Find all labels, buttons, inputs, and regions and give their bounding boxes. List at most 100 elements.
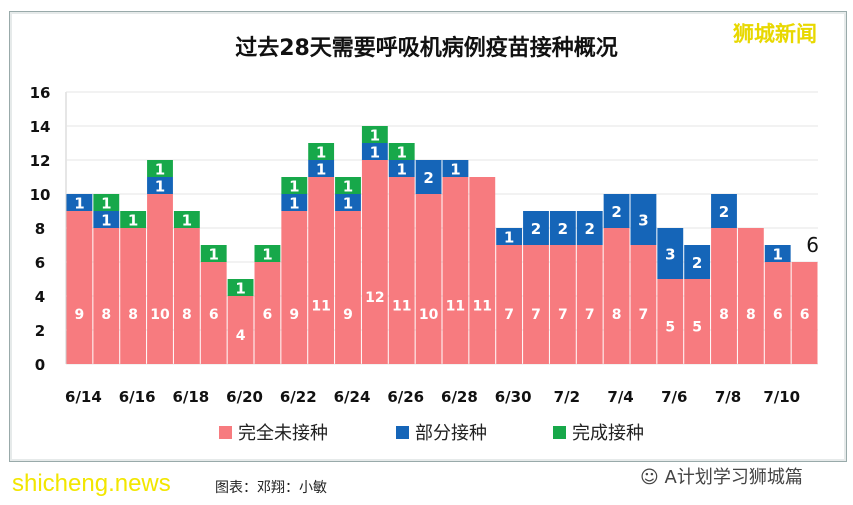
data-label: 12 (365, 290, 384, 306)
data-label: 8 (746, 307, 756, 323)
bar-segment (120, 211, 147, 228)
legend-label: 完全未接种 (238, 423, 328, 444)
bar-segment (173, 228, 200, 364)
legend-unvaccinated: 完全未接种 (219, 419, 328, 445)
bar-segment (684, 279, 711, 364)
x-tick-label: 6/26 (387, 388, 424, 406)
data-label: 8 (182, 307, 192, 323)
data-label: 2 (584, 220, 594, 238)
data-label: 7 (639, 307, 649, 323)
bar-segment (66, 211, 93, 364)
bar-segment (469, 177, 496, 364)
bar-segment (657, 279, 684, 364)
bar-segment (308, 160, 335, 177)
bar-segment (147, 194, 173, 364)
y-tick-label: 14 (30, 118, 51, 136)
data-label: 10 (419, 307, 439, 323)
watermark-wechat-text: A计划学习狮城篇 (664, 467, 803, 488)
data-label: 1 (370, 127, 380, 145)
bar-segment (791, 262, 818, 364)
data-label: 5 (692, 320, 702, 336)
bar-segment (227, 279, 254, 296)
bar-segment (657, 228, 684, 279)
x-tick-label: 6/20 (226, 388, 263, 406)
x-tick-label: 7/10 (763, 388, 800, 406)
bar-segment (254, 245, 281, 262)
bar-segment (684, 245, 711, 279)
watermark-wechat: ☺ A计划学习狮城篇 (640, 467, 803, 488)
data-label: 3 (638, 212, 648, 230)
legend-partial: 部分接种 (396, 419, 487, 445)
x-tick-label: 6/30 (495, 388, 532, 406)
y-tick-label: 16 (30, 84, 51, 102)
bar-segment (576, 211, 603, 245)
bar-segment (388, 143, 415, 160)
x-tick-label: 6/14 (65, 388, 102, 406)
bar-segment (120, 228, 147, 364)
data-label: 8 (612, 307, 622, 323)
watermark-site: shicheng.news (12, 470, 171, 497)
data-label: 1 (155, 161, 165, 179)
bar-segment (442, 177, 469, 364)
legend-swatch (553, 425, 566, 439)
data-label: 1 (370, 144, 380, 162)
bar-segment (281, 177, 308, 194)
y-tick-label: 2 (35, 322, 45, 340)
data-label: 1 (343, 178, 353, 196)
bar-segment (335, 194, 361, 211)
credit: 图表：邓翔：小敏 (215, 480, 327, 496)
bar-segment (308, 143, 335, 160)
data-label: 7 (531, 307, 541, 323)
bar-segment (361, 143, 388, 160)
bar-segment (388, 160, 415, 177)
data-label: 7 (558, 307, 568, 323)
data-label: 6 (800, 307, 810, 323)
data-label: 1 (504, 229, 514, 247)
legend-label: 完成接种 (572, 423, 644, 444)
data-label: 3 (665, 246, 675, 264)
data-label: 1 (101, 212, 111, 230)
y-tick-label: 6 (35, 254, 45, 272)
data-label: 1 (396, 161, 406, 179)
bar-segment (227, 296, 254, 364)
bar-segment (523, 245, 549, 364)
x-tick-label: 7/2 (554, 388, 580, 406)
data-label: 11 (392, 299, 411, 315)
bar-segment (93, 194, 120, 211)
x-tick-label: 7/4 (607, 388, 633, 406)
data-label: 1 (208, 246, 218, 264)
data-label: 1 (343, 195, 353, 213)
bar-segment (415, 194, 442, 364)
bar-segment (66, 194, 93, 211)
legend-label: 部分接种 (415, 423, 487, 444)
data-label: 8 (101, 307, 111, 323)
data-label: 11 (446, 299, 465, 315)
bar-segment (523, 211, 549, 245)
data-label: 1 (450, 161, 460, 179)
data-label: 1 (101, 195, 111, 213)
data-label: 11 (311, 299, 330, 315)
data-label: 1 (74, 195, 84, 213)
data-label: 7 (585, 307, 595, 323)
bar-segment (496, 228, 523, 245)
bar-segment (147, 160, 173, 177)
data-label: 2 (423, 169, 433, 187)
watermark-top: 狮城新闻 (733, 22, 817, 46)
data-label: 6 (263, 307, 273, 323)
data-label: 1 (155, 178, 165, 196)
bar-segment (200, 245, 227, 262)
data-label: 1 (316, 161, 326, 179)
legend-swatch (219, 425, 232, 439)
bar-segment (281, 194, 308, 211)
y-tick-label: 10 (30, 186, 51, 204)
bar-segment (603, 194, 630, 228)
data-label: 7 (504, 307, 514, 323)
data-label: 8 (719, 307, 729, 323)
bar-segment (361, 160, 388, 364)
data-label: 2 (611, 203, 621, 221)
bar-segment (630, 194, 657, 245)
bar-segment (335, 211, 361, 364)
legend-swatch (396, 425, 409, 439)
x-tick-label: 6/24 (334, 388, 371, 406)
